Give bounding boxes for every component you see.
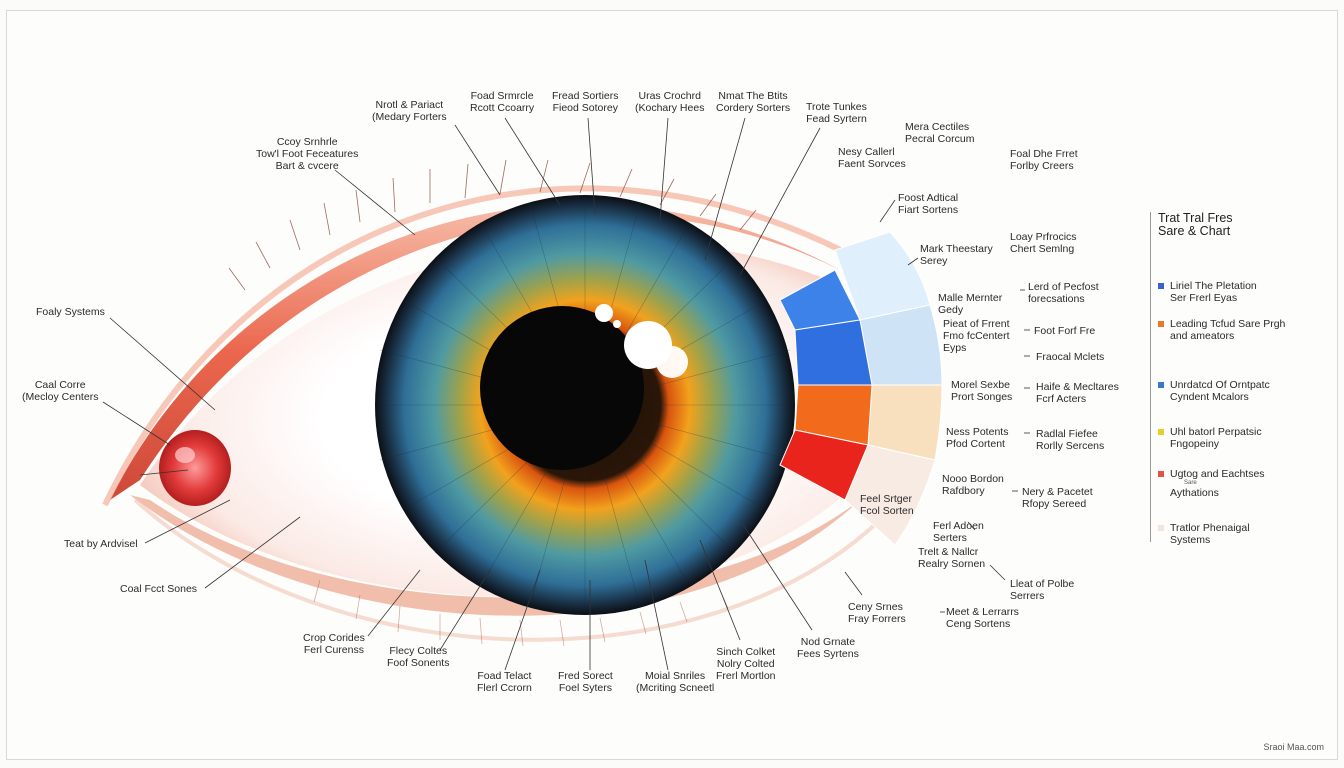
wedge-red [779,429,869,501]
label-right-19: Ceny Srnes Fray Forrers [848,601,906,625]
label-top-left-1: Ccoy Srnhrle Tow'l Foot Feceatures Bart & … [256,136,359,172]
label-right-17: Trelt & Nallcr Realry Sornen [918,546,986,570]
legend-item: Unrdatcd Of Orntpatc Cyndent Mcalors [1158,379,1270,403]
label-top-3: Fread Sortiers Fieod Sotorey [552,90,619,114]
label-left-4: Coal Fcct Sones [120,583,198,595]
label-top-1: Nrotl & Pariact (Medary Forters [372,99,447,123]
label-right-14: Nery & Pacetet Rfopy Sereed [1022,486,1093,510]
legend-title: Trat Tral Fres Sare & Chart [1158,211,1233,238]
label-top-5: Nmat The Btits Cordery Sorters [716,90,791,114]
label-bottom-6: Sinch Colket Nolry Colted Frerl Mortlon [716,646,776,682]
legend-swatch [1158,471,1164,477]
label-bottom-1: Crop Corides Ferl Curenss [303,632,365,656]
legend-swatch [1158,283,1164,289]
caruncle [159,430,231,506]
pupil [480,306,644,470]
label-top-4: Uras Crochrd (Kochary Hees [635,90,705,114]
label-right-16: Ferl Adoen Serters [933,520,984,544]
legend-item: Liriel The Pletation Ser Frerl Eyas [1158,280,1257,304]
label-top-2: Foad Srmrcle Rcott Ccoarry [470,90,535,114]
label-left-3: Teat by Ardvisel [64,538,138,550]
label-right-3: Loay Prfrocics Chert Semlng [1010,231,1077,255]
label-right-7: Foot Forf Fre [1034,325,1096,337]
label-right-13: Nooo Bordon Rafdbory [942,473,1004,497]
label-right-top-2: Nesy Callerl Faent Sorvces [838,146,906,170]
label-right-1: Foost Adtical Fiart Sortens [898,192,959,216]
wedge-outer-blue-2 [859,304,943,386]
wedge-blue-mid [794,319,873,386]
label-right-top-1: Mera Cectiles Pecral Corcum [905,121,975,145]
legend-swatch [1158,525,1164,531]
watermark: Sraoi Maa.com [1263,742,1324,752]
label-top-6: Trote Tunkes Fead Syrtern [806,101,867,125]
label-right-5: Lerd of Pecfost forecsations [1028,281,1099,305]
label-right-18: Lleat of Polbe Serrers [1010,578,1075,602]
legend-swatch [1158,382,1164,388]
label-right-11: Ness Potents Pfod Cortent [946,426,1009,450]
leader-lines [102,117,1030,671]
legend-item: Uhl batorl Perpatsic Fngopeiny [1158,426,1262,450]
label-right-20: Meet & Lerrarrs Ceng Sortens [946,606,1019,630]
label-bottom-2: Flecy Coltes Foof Sonents [387,645,450,669]
label-bottom-4: Fred Sorect Foel Syters [558,670,613,694]
label-right-12: Radlal Fiefee Rorlly Sercens [1036,428,1105,452]
legend-item: Leading Tcfud Sare Prgh and ameators [1158,318,1285,342]
label-right-10: Haife & Mecltares Fcrf Acters [1036,381,1119,405]
legend-item: Tratlor Phenaigal Systems [1158,522,1250,546]
label-right-top-3: Foal Dhe Frret Forlby Creers [1010,148,1078,172]
label-bottom-5: Moial Snriles (Mcriting Scneetl [636,670,715,694]
lower-eyelashes [313,579,729,647]
label-right-15: Feel Srtger Fcol Sorten [860,493,914,517]
label-right-4: Malle Mernter Gedy [938,292,1003,316]
upper-eyelashes [228,159,757,291]
color-chart [779,231,943,546]
legend-item: Ugtog and Eachtses Sare Aythations [1158,468,1265,499]
label-right-9: Morel Sexbe Prort Songes [951,379,1013,403]
label-right-2: Mark Theestary Serey [920,243,993,267]
label-left-1: Foaly Systems [36,306,105,318]
label-bottom-3: Foad Telact Flerl Ccrorn [477,670,532,694]
label-left-2: Caal Corre (Mecloy Centers [22,379,99,403]
label-bottom-7: Nod Grnate Fees Syrtens [797,636,859,660]
legend-swatch [1158,429,1164,435]
label-right-8: Fraocal Mclets [1036,351,1105,363]
wedge-outer-cream [844,444,936,546]
label-right-6: Pieat of Frrent Fmo fcCentert Eyps [943,318,1010,354]
legend-divider [1150,212,1151,542]
legend-swatch [1158,321,1164,327]
